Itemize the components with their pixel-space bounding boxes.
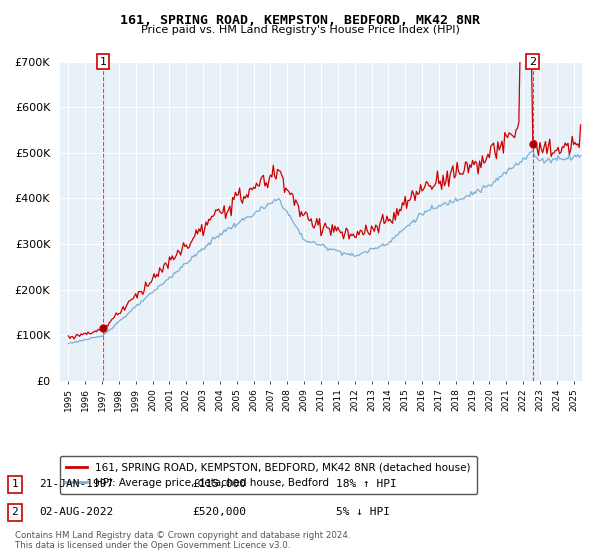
Text: 21-JAN-1997: 21-JAN-1997 — [39, 479, 113, 489]
Legend: 161, SPRING ROAD, KEMPSTON, BEDFORD, MK42 8NR (detached house), HPI: Average pri: 161, SPRING ROAD, KEMPSTON, BEDFORD, MK4… — [60, 456, 477, 494]
Text: 1: 1 — [11, 479, 19, 489]
Text: Price paid vs. HM Land Registry's House Price Index (HPI): Price paid vs. HM Land Registry's House … — [140, 25, 460, 35]
Text: 5% ↓ HPI: 5% ↓ HPI — [336, 507, 390, 517]
Text: 1: 1 — [100, 57, 107, 67]
Text: 02-AUG-2022: 02-AUG-2022 — [39, 507, 113, 517]
Text: £520,000: £520,000 — [192, 507, 246, 517]
Text: 2: 2 — [11, 507, 19, 517]
Text: 2: 2 — [529, 57, 536, 67]
Text: Contains HM Land Registry data © Crown copyright and database right 2024.
This d: Contains HM Land Registry data © Crown c… — [15, 530, 350, 550]
Text: 161, SPRING ROAD, KEMPSTON, BEDFORD, MK42 8NR: 161, SPRING ROAD, KEMPSTON, BEDFORD, MK4… — [120, 14, 480, 27]
Text: 18% ↑ HPI: 18% ↑ HPI — [336, 479, 397, 489]
Text: £115,000: £115,000 — [192, 479, 246, 489]
